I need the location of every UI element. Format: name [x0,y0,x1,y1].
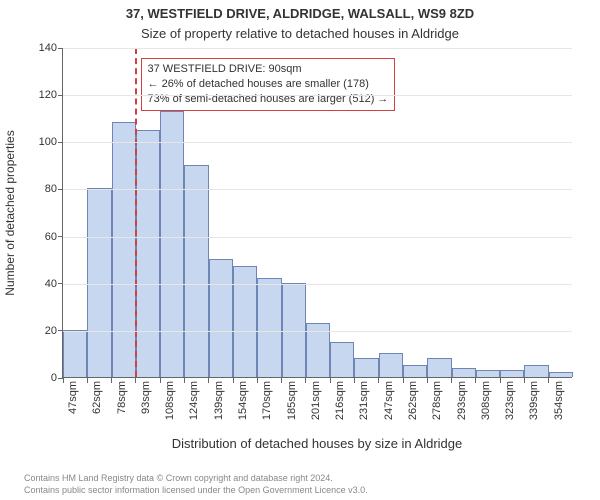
y-tick-mark [58,48,63,49]
gridline [63,142,572,143]
histogram-bar [379,353,403,377]
x-tick-label: 62sqm [91,381,103,414]
histogram-bar [403,365,427,377]
x-tick-label: 47sqm [67,381,79,414]
histogram-bar [427,358,451,377]
property-info-box: 37 WESTFIELD DRIVE: 90sqm ← 26% of detac… [141,58,396,111]
x-tick-mark [111,378,112,383]
x-tick-mark [233,378,234,383]
gridline [63,95,572,96]
x-tick-mark [208,378,209,383]
y-tick-mark [58,236,63,237]
gridline [63,237,572,238]
x-tick-label: 78sqm [116,381,128,414]
gridline [63,48,572,49]
x-tick-mark [281,378,282,383]
y-tick-mark [58,95,63,96]
attribution-line1: Contains HM Land Registry data © Crown c… [24,472,368,484]
x-tick-mark [403,378,404,383]
y-tick-label: 0 [51,372,57,384]
x-tick-mark [305,378,306,383]
histogram-bar [63,330,87,377]
x-tick-mark [257,378,258,383]
x-tick-mark [451,378,452,383]
y-tick-label: 140 [39,42,57,54]
histogram-bar [136,130,160,378]
histogram-bar [330,342,354,377]
histogram-bar [160,111,184,377]
histogram-bar [354,358,378,377]
x-tick-label: 108sqm [164,381,176,420]
page-title-address: 37, WESTFIELD DRIVE, ALDRIDGE, WALSALL, … [0,6,600,21]
x-tick-mark [548,378,549,383]
info-box-line1: 37 WESTFIELD DRIVE: 90sqm [148,62,389,77]
x-tick-mark [330,378,331,383]
x-tick-label: 339sqm [528,381,540,420]
gridline [63,284,572,285]
y-tick-mark [58,142,63,143]
x-axis-label: Distribution of detached houses by size … [62,436,572,451]
x-tick-label: 293sqm [456,381,468,420]
x-tick-label: 93sqm [140,381,152,414]
histogram-bar [524,365,548,377]
x-tick-mark [354,378,355,383]
x-tick-mark [63,378,64,383]
x-tick-label: 323sqm [504,381,516,420]
chart-plot-area: 37 WESTFIELD DRIVE: 90sqm ← 26% of detac… [62,48,572,378]
gridline [63,331,572,332]
x-tick-label: 354sqm [553,381,565,420]
y-tick-mark [58,189,63,190]
x-tick-label: 185sqm [286,381,298,420]
y-axis-label: Number of detached properties [3,130,17,295]
x-tick-label: 308sqm [480,381,492,420]
x-tick-mark [500,378,501,383]
x-tick-label: 154sqm [237,381,249,420]
x-tick-mark [184,378,185,383]
histogram-bar [209,259,233,377]
x-tick-label: 278sqm [431,381,443,420]
x-tick-mark [160,378,161,383]
y-tick-label: 60 [45,231,57,243]
histogram-bar [549,372,573,377]
x-tick-label: 231sqm [358,381,370,420]
x-tick-mark [427,378,428,383]
x-tick-mark [524,378,525,383]
y-tick-label: 120 [39,89,57,101]
gridline [63,189,572,190]
x-tick-label: 170sqm [261,381,273,420]
histogram-bar [184,165,208,377]
property-marker-line [135,48,137,377]
x-tick-label: 139sqm [213,381,225,420]
x-tick-mark [87,378,88,383]
info-box-line3: 73% of semi-detached houses are larger (… [148,92,389,107]
x-tick-mark [378,378,379,383]
histogram-bar [476,370,500,377]
y-tick-mark [58,283,63,284]
x-tick-label: 262sqm [407,381,419,420]
histogram-bar [452,368,476,377]
x-tick-label: 124sqm [188,381,200,420]
histogram-bar [500,370,524,377]
y-tick-label: 40 [45,278,57,290]
x-tick-label: 247sqm [383,381,395,420]
page-subtitle: Size of property relative to detached ho… [0,26,600,41]
x-tick-mark [475,378,476,383]
y-tick-label: 80 [45,183,57,195]
y-tick-label: 100 [39,136,57,148]
x-tick-mark [135,378,136,383]
histogram-bar [112,122,136,377]
attribution-line2: Contains public sector information licen… [24,484,368,496]
info-box-line2: ← 26% of detached houses are smaller (17… [148,77,389,92]
y-tick-mark [58,330,63,331]
x-tick-label: 201sqm [310,381,322,420]
x-tick-label: 216sqm [334,381,346,420]
y-tick-label: 20 [45,325,57,337]
attribution-text: Contains HM Land Registry data © Crown c… [24,472,368,496]
histogram-bar [257,278,281,377]
